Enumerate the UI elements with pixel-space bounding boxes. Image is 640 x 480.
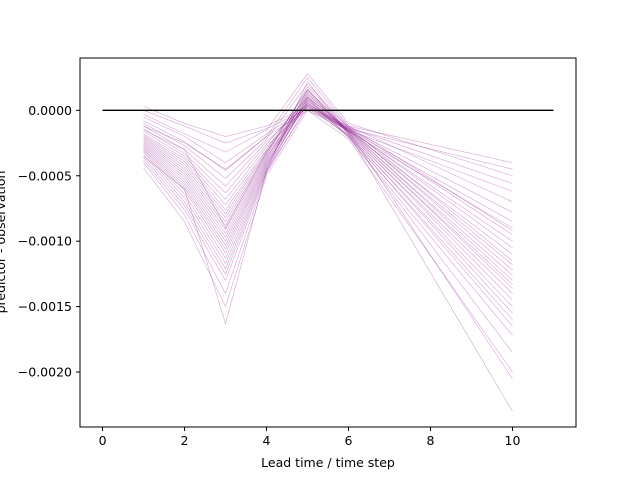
x-axis-label: Lead time / time step [261, 455, 395, 470]
ensemble-line-16 [143, 96, 513, 271]
y-tick-label: −0.0010 [18, 234, 72, 249]
ensemble-line-15 [143, 104, 513, 265]
y-tick-label: −0.0005 [18, 168, 72, 183]
ensemble-line-11 [143, 99, 513, 242]
ensemble-line-28 [143, 104, 513, 353]
x-tick-label: 0 [99, 433, 107, 448]
ensemble-line-6 [143, 83, 513, 203]
ensemble-line-14 [143, 86, 513, 262]
ensemble-line-10 [143, 90, 513, 235]
ensemble-line-9 [143, 106, 513, 229]
ensemble-line-5 [143, 109, 513, 192]
x-tick-label: 2 [181, 433, 189, 448]
y-tick-label: 0.0000 [28, 103, 72, 118]
ensemble-line-25 [143, 99, 513, 320]
ensemble-line-26 [143, 107, 513, 327]
ensemble-line-12 [143, 94, 513, 248]
x-tick-label: 4 [263, 433, 271, 448]
x-tick-label: 8 [427, 433, 435, 448]
ensemble-line-19 [143, 95, 513, 285]
plot-area-frame [79, 57, 577, 428]
y-tick-label: −0.0020 [18, 365, 72, 380]
ensemble-line-1 [143, 106, 513, 163]
x-axis-ticks: 0 2 4 6 8 10 [99, 427, 521, 448]
x-tick-label: 10 [505, 433, 521, 448]
y-tick-label: −0.0015 [18, 299, 72, 314]
ensemble-line-4 [143, 107, 513, 184]
y-axis-ticks: 0.0000 −0.0005 −0.0010 −0.0015 −0.0020 [18, 103, 80, 380]
ensemble-line-30 [143, 80, 513, 412]
ensemble-line-23 [143, 102, 513, 307]
ensemble-line-3 [143, 73, 513, 177]
ensemble-line-21 [143, 98, 513, 294]
ensemble-line-32 [143, 77, 513, 231]
ensemble-line-24 [143, 88, 513, 314]
ensemble-line-2 [143, 108, 513, 170]
ensemble-line-31 [143, 88, 513, 379]
y-axis-label: predictor - observation [0, 171, 8, 314]
ensemble-line-18 [143, 100, 513, 281]
ensemble-line-17 [143, 91, 513, 276]
ensemble-line-22 [143, 92, 513, 301]
x-tick-label: 6 [345, 433, 353, 448]
ensemble-line-7 [143, 103, 513, 213]
ensemble-line-8 [143, 96, 513, 222]
ensemble-line-27 [143, 96, 513, 336]
ensemble-line-13 [143, 102, 513, 255]
ensemble-line-20 [143, 103, 513, 289]
ensemble-line-29 [143, 109, 513, 373]
ensemble-series-group [143, 73, 513, 412]
